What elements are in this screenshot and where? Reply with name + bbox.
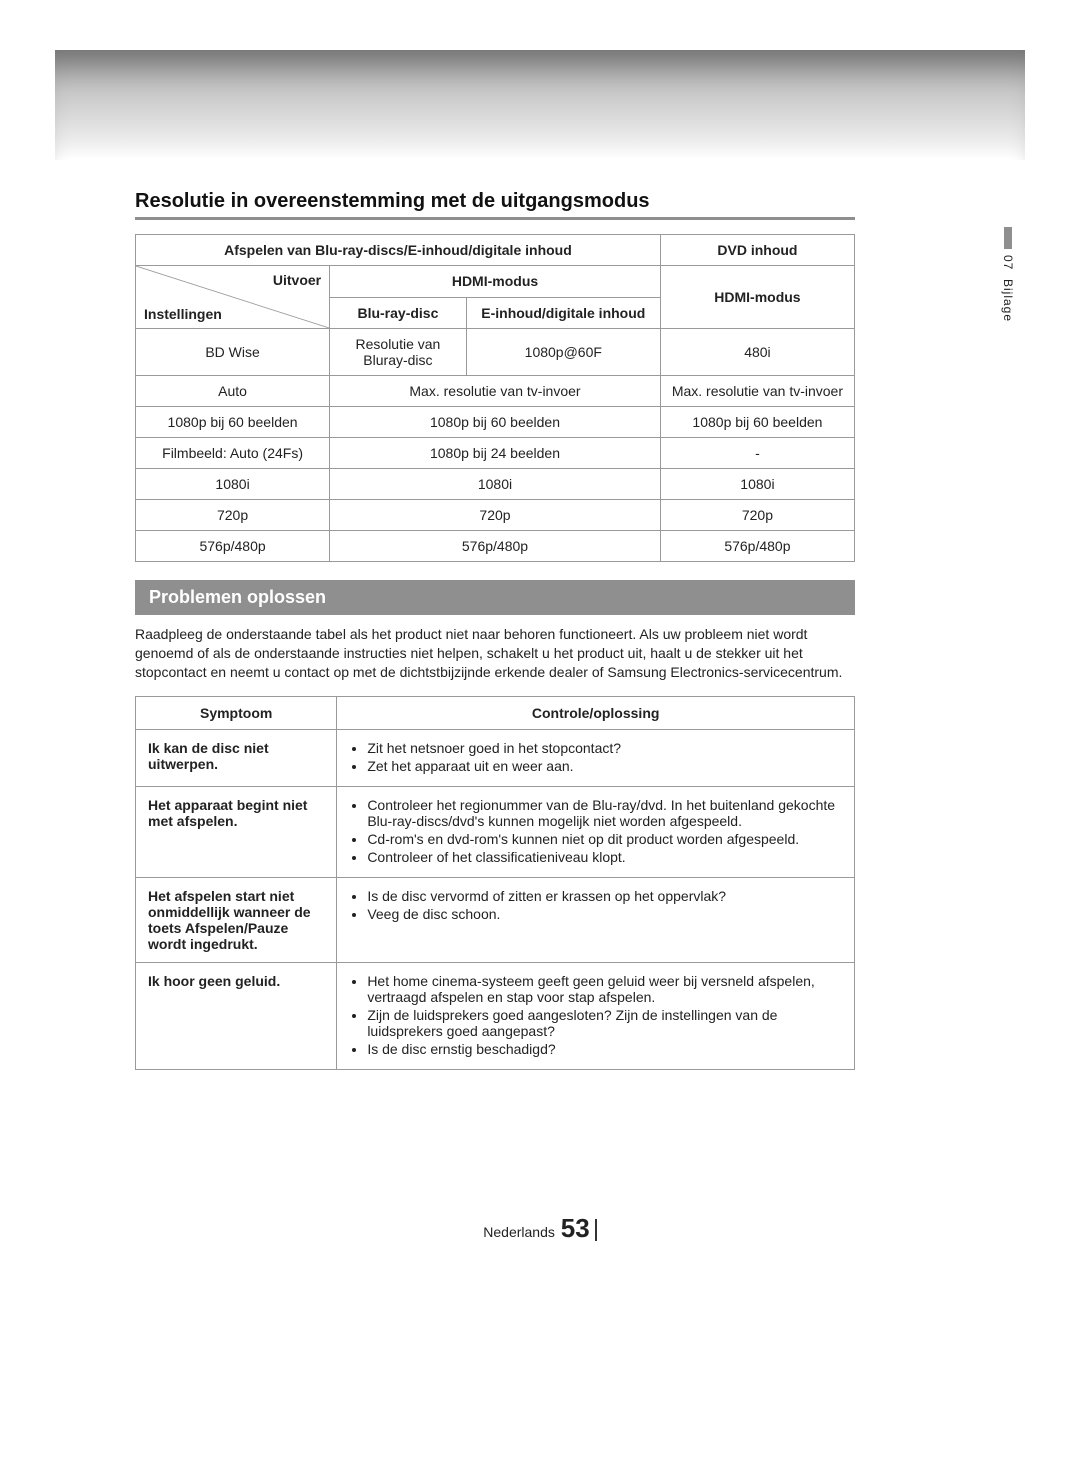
- res-row-dvd: 720p: [660, 500, 854, 531]
- solution-list: Het home cinema-systeem geeft geen gelui…: [349, 973, 842, 1057]
- diagonal-header-cell: Uitvoer Instellingen: [136, 266, 330, 329]
- top-shadow: [55, 50, 1025, 160]
- res-header-right: DVD inhoud: [660, 235, 854, 266]
- solution-item: Zijn de luidsprekers goed aangesloten? Z…: [367, 1007, 842, 1039]
- res-row-dvd: 1080p bij 60 beelden: [660, 407, 854, 438]
- sub-bluray-header: Blu-ray-disc: [330, 297, 467, 329]
- solution-list: Is de disc vervormd of zitten er krassen…: [349, 888, 842, 922]
- res-row-label: 1080i: [136, 469, 330, 500]
- troubleshoot-table: Symptoom Controle/oplossing Ik kan de di…: [135, 696, 855, 1070]
- section-heading: Resolutie in overeenstemming met de uitg…: [135, 190, 855, 220]
- footer-page-number: 53: [561, 1213, 590, 1243]
- table-row: Het apparaat begint niet met afspelen. Co…: [136, 786, 855, 877]
- diag-label-bottom: Instellingen: [144, 306, 222, 322]
- solution-item: Cd-rom's en dvd-rom's kunnen niet op dit…: [367, 831, 842, 847]
- table-row: AutoMax. resolutie van tv-invoerMax. res…: [136, 376, 855, 407]
- table-row: Uitvoer Instellingen HDMI-modus HDMI-mod…: [136, 266, 855, 298]
- res-row-dvd: 576p/480p: [660, 531, 854, 562]
- res-row-center: 576p/480p: [330, 531, 661, 562]
- table-row: 1080i1080i1080i: [136, 469, 855, 500]
- page-footer: Nederlands 53: [0, 1213, 1080, 1244]
- solution-list: Zit het netsnoer goed in het stopcontact…: [349, 740, 842, 774]
- res-row-dvd: 480i: [660, 329, 854, 376]
- table-row: Ik kan de disc niet uitwerpen. Zit het ne…: [136, 729, 855, 786]
- table-row: Afspelen van Blu-ray-discs/E-inhoud/digi…: [136, 235, 855, 266]
- res-row-dvd: 1080i: [660, 469, 854, 500]
- res-row-bluray: Resolutie van Bluray-disc: [330, 329, 467, 376]
- res-row-label: 576p/480p: [136, 531, 330, 562]
- res-row-einhoud: 1080p@60F: [466, 329, 660, 376]
- symptom-cell: Ik hoor geen geluid.: [136, 962, 337, 1069]
- res-row-label: BD Wise: [136, 329, 330, 376]
- res-row-label: Auto: [136, 376, 330, 407]
- solution-item: Controleer of het classificatieniveau kl…: [367, 849, 842, 865]
- footer-bar-icon: [595, 1219, 597, 1241]
- table-row: Symptoom Controle/oplossing: [136, 696, 855, 729]
- res-row-dvd: Max. resolutie van tv-invoer: [660, 376, 854, 407]
- solution-item: Zet het apparaat uit en weer aan.: [367, 758, 842, 774]
- res-row-label: 1080p bij 60 beelden: [136, 407, 330, 438]
- footer-lang: Nederlands: [483, 1224, 555, 1240]
- table-row: 576p/480p576p/480p576p/480p: [136, 531, 855, 562]
- res-row-center: Max. resolutie van tv-invoer: [330, 376, 661, 407]
- solution-item: Controleer het regionummer van de Blu-ra…: [367, 797, 842, 829]
- symptom-cell: Het afspelen start niet onmiddellijk wan…: [136, 877, 337, 962]
- hdmi-modus-header: HDMI-modus: [330, 266, 661, 298]
- table-row: 1080p bij 60 beelden1080p bij 60 beelden…: [136, 407, 855, 438]
- res-row-center: 720p: [330, 500, 661, 531]
- side-tab: 07 Bijlage: [999, 227, 1017, 327]
- hdmi-modus-dvd-header: HDMI-modus: [660, 266, 854, 329]
- solution-item: Zit het netsnoer goed in het stopcontact…: [367, 740, 842, 756]
- table-row: Het afspelen start niet onmiddellijk wan…: [136, 877, 855, 962]
- table-row: 720p720p720p: [136, 500, 855, 531]
- res-row-center: 1080i: [330, 469, 661, 500]
- side-tab-bar: [1004, 227, 1012, 249]
- sub-einhoud-header: E-inhoud/digitale inhoud: [466, 297, 660, 329]
- solution-cell: Het home cinema-systeem geeft geen gelui…: [337, 962, 855, 1069]
- side-tab-number: 07: [1001, 255, 1015, 270]
- solution-header: Controle/oplossing: [337, 696, 855, 729]
- res-row-label: 720p: [136, 500, 330, 531]
- solution-item: Het home cinema-systeem geeft geen gelui…: [367, 973, 842, 1005]
- diag-label-top: Uitvoer: [273, 272, 321, 288]
- table-row: Ik hoor geen geluid. Het home cinema-syst…: [136, 962, 855, 1069]
- solution-cell: Controleer het regionummer van de Blu-ra…: [337, 786, 855, 877]
- page: 07 Bijlage Resolutie in overeenstemming …: [0, 0, 1080, 1479]
- res-row-label: Filmbeeld: Auto (24Fs): [136, 438, 330, 469]
- solution-item: Is de disc vervormd of zitten er krassen…: [367, 888, 842, 904]
- side-tab-label: Bijlage: [1001, 279, 1015, 322]
- solution-list: Controleer het regionummer van de Blu-ra…: [349, 797, 842, 865]
- res-row-center: 1080p bij 24 beelden: [330, 438, 661, 469]
- table-row: BD WiseResolutie van Bluray-disc1080p@60…: [136, 329, 855, 376]
- res-header-left: Afspelen van Blu-ray-discs/E-inhoud/digi…: [136, 235, 661, 266]
- content-area: Resolutie in overeenstemming met de uitg…: [135, 190, 855, 1070]
- solution-item: Is de disc ernstig beschadigd?: [367, 1041, 842, 1057]
- troubleshoot-heading: Problemen oplossen: [135, 580, 855, 615]
- solution-cell: Is de disc vervormd of zitten er krassen…: [337, 877, 855, 962]
- troubleshoot-intro: Raadpleeg de onderstaande tabel als het …: [135, 625, 855, 682]
- table-row: Filmbeeld: Auto (24Fs)1080p bij 24 beeld…: [136, 438, 855, 469]
- symptom-cell: Ik kan de disc niet uitwerpen.: [136, 729, 337, 786]
- solution-item: Veeg de disc schoon.: [367, 906, 842, 922]
- symptom-cell: Het apparaat begint niet met afspelen.: [136, 786, 337, 877]
- res-row-dvd: -: [660, 438, 854, 469]
- symptom-header: Symptoom: [136, 696, 337, 729]
- resolution-table: Afspelen van Blu-ray-discs/E-inhoud/digi…: [135, 234, 855, 562]
- solution-cell: Zit het netsnoer goed in het stopcontact…: [337, 729, 855, 786]
- res-row-center: 1080p bij 60 beelden: [330, 407, 661, 438]
